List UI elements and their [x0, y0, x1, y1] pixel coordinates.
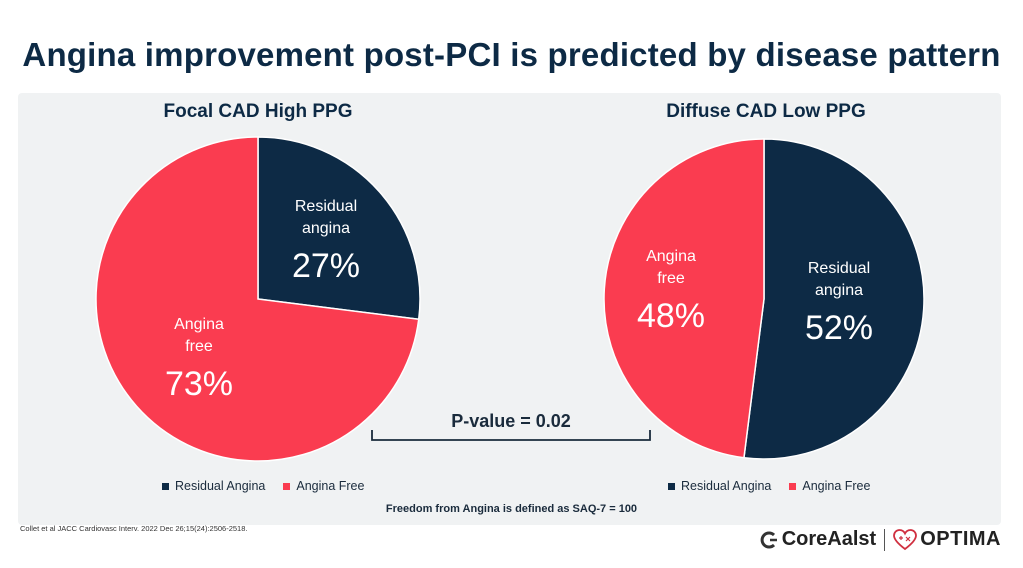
brand-right-text: OPTIMA	[920, 528, 1001, 550]
legend-swatch-free	[789, 482, 797, 490]
pie-slice-residual	[743, 138, 925, 460]
slice-percent-residual: 52%	[805, 309, 873, 347]
legend-label-free: Angina Free	[802, 479, 871, 493]
legend-swatch-residual	[668, 482, 675, 490]
legend-label-residual: Residual Angina	[175, 479, 266, 493]
slice-percent-residual: 27%	[292, 247, 360, 285]
chart-title-diffuse: Diffuse CAD Low PPG	[666, 101, 866, 122]
legend-label-residual: Residual Angina	[681, 479, 772, 493]
legend-diffuse: Residual Angina Angina Free	[668, 479, 870, 493]
p-value-label: P-value = 0.02	[451, 411, 571, 431]
brand-left-text: CoreAalst	[781, 528, 877, 550]
footnote: Freedom from Angina is defined as SAQ-7 …	[385, 503, 638, 515]
legend-swatch-residual	[162, 482, 169, 490]
slice-label-free: Angina free 48%	[637, 248, 705, 335]
chart-title-focal: Focal CAD High PPG	[163, 101, 353, 122]
legend-item-residual: Residual Angina	[668, 479, 771, 493]
page-title: Angina improvement post-PCI is predicted…	[22, 36, 1001, 73]
pie-chart-focal: Residual angina 27% Angina free 73%	[95, 136, 421, 462]
pie-chart-diffuse: Residual angina 52% Angina free 48%	[603, 138, 925, 460]
legend-item-residual: Residual Angina	[162, 479, 265, 493]
brand-corealast: CoreAalst	[759, 528, 876, 551]
slice-percent-free: 48%	[637, 297, 705, 335]
p-value-bracket	[371, 430, 651, 441]
brand-logos: CoreAalst OPTIMA	[759, 528, 1001, 551]
slice-percent-free: 73%	[165, 365, 233, 403]
legend-swatch-free	[283, 482, 291, 490]
brand-divider	[884, 528, 886, 551]
brand-optima: OPTIMA	[893, 528, 1001, 551]
heart-icon	[893, 528, 918, 550]
c-arrow-icon	[760, 531, 777, 548]
legend-label-free: Angina Free	[296, 479, 365, 493]
slice-label-residual: Residual angina 52%	[805, 260, 873, 347]
legend-item-free: Angina Free	[789, 479, 870, 493]
pie-slice-residual	[257, 136, 421, 321]
slice-label-free: Angina free 73%	[165, 316, 233, 403]
pie-slice-free	[95, 136, 420, 462]
legend-item-free: Angina Free	[283, 479, 364, 493]
slice-label-residual: Residual angina 27%	[292, 198, 360, 285]
legend-focal: Residual Angina Angina Free	[162, 479, 364, 493]
citation: Collet et al JACC Cardiovasc Interv. 202…	[20, 524, 248, 533]
pie-slice-free	[603, 138, 765, 459]
